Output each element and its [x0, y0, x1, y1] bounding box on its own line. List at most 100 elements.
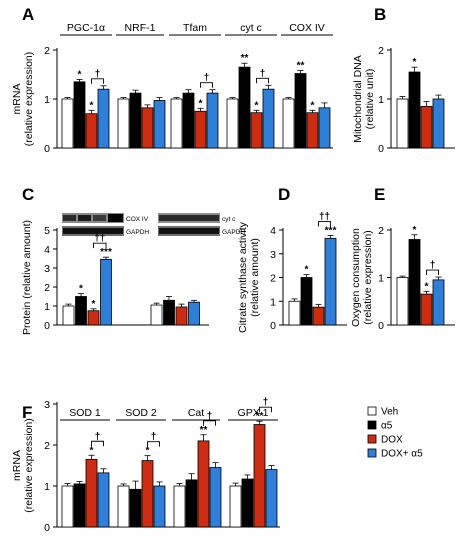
bar-d-0-a5 [300, 277, 313, 326]
bar-a-2-veh [170, 98, 183, 149]
bar-f-3-dox [253, 424, 266, 528]
bar-f-1-veh [117, 485, 130, 528]
y-axis-label-f-1: (relative expression) [23, 418, 35, 513]
bracket-f-3 [259, 406, 272, 413]
bar-a-1-veh [117, 98, 130, 149]
y-tick-label-c-0: 0 [44, 320, 50, 332]
bar-a-4-a5 [294, 73, 307, 149]
bracket-d-0 [318, 221, 331, 227]
bracket-mark-a-0: † [95, 69, 101, 80]
y-axis-label-c-0: Protein (relative amount) [21, 220, 33, 335]
sig-mark-d-0-doxa5: *** [325, 225, 337, 236]
bar-a-1-dox [141, 107, 154, 149]
y-tick-label-d-4: 4 [270, 225, 276, 237]
sig-mark-e-0-a5: * [413, 225, 417, 236]
bar-a-0-dox [85, 113, 98, 149]
panel-b: B 0 1 2 Mitochondrial DNA (relative unit) * [352, 5, 455, 155]
panel-tag-c: C [22, 185, 34, 204]
group-header-f-2: Cat [188, 407, 204, 419]
y-tick-label-c-5: 5 [44, 225, 50, 237]
panel-d: D 0 1 2 3 4 Citrate synthase activity (relative… [237, 185, 347, 333]
y-tick-label-d-0: 0 [270, 320, 276, 332]
bar-f-1-doxa5 [153, 485, 166, 528]
group-header-a-3: cyt c [240, 22, 262, 34]
bar-c-1-a5 [163, 299, 175, 326]
y-tick-label-a-0: 0 [44, 143, 50, 155]
y-tick-label-e-2: 2 [378, 225, 384, 237]
y-tick-label-f-1: 1 [44, 481, 50, 493]
sig-mark-a-4-a5: ** [297, 61, 305, 72]
y-axis-label-b-1: (relative unit) [364, 69, 376, 130]
legend-label-doxa5: DOX+ α5 [381, 449, 423, 460]
blot-right: cyt c GAPDH [158, 213, 245, 236]
sig-mark-c-0-doxa5: *** [100, 247, 112, 258]
y-axis-label-b-0: Mitochondrial DNA [352, 55, 364, 143]
bracket-mark-f-2: † [207, 411, 213, 422]
y-tick-label-b-2: 2 [378, 45, 384, 57]
bar-f-0-dox [85, 458, 98, 528]
bar-d-0-veh [288, 300, 301, 326]
y-tick-label-d-1: 1 [270, 296, 276, 308]
sig-mark-f-1-dox: * [146, 446, 150, 457]
bar-f-3-veh [229, 485, 242, 528]
y-tick-label-c-2: 2 [44, 282, 50, 294]
legend-label-veh: Veh [381, 407, 398, 418]
bar-b-0-veh [396, 98, 409, 149]
sig-mark-f-0-dox: * [90, 445, 94, 456]
legend-item-doxa5: DOX+ α5 [367, 449, 423, 460]
bar-e-0-veh [396, 277, 409, 326]
y-axis-label-d-1: (relative amount) [249, 238, 261, 317]
y-tick-label-c-3: 3 [44, 263, 50, 275]
legend-swatch-a5 [367, 420, 377, 430]
bar-c-0-dox [87, 310, 100, 326]
bracket-f-0 [91, 440, 104, 447]
group-header-f-0: SOD 1 [69, 407, 101, 419]
bar-f-1-a5 [129, 488, 142, 528]
y-tick-label-f-2: 2 [44, 440, 50, 452]
legend-item-a5: α5 [367, 420, 393, 432]
bracket-mark-d-0: †† [319, 211, 330, 222]
bar-f-2-doxa5 [209, 467, 222, 528]
sig-mark-a-0-dox: * [90, 100, 94, 111]
bar-a-1-doxa5 [153, 100, 166, 149]
group-header-a-2: Tfam [183, 22, 207, 34]
sig-mark-f-2-dox: ** [200, 425, 208, 436]
blot-left: COX IV GAPDH [62, 213, 149, 236]
bar-f-0-doxa5 [97, 472, 110, 528]
blot-left-label-1: COX IV [126, 216, 149, 223]
y-axis-label-a-1: (relative expression) [23, 52, 35, 147]
bracket-mark-a-3: † [260, 68, 266, 79]
bar-a-2-doxa5 [206, 92, 219, 149]
y-tick-label-f-3: 3 [44, 399, 50, 411]
bracket-a-3 [256, 77, 269, 84]
bracket-e-0 [426, 269, 439, 276]
legend-item-veh: Veh [367, 407, 398, 418]
bar-b-0-a5 [408, 71, 421, 149]
bar-a-2-a5 [182, 92, 195, 149]
legend-swatch-dox [367, 434, 377, 444]
panel-tag-e: E [374, 185, 385, 204]
sig-mark-a-0-a5: * [78, 69, 82, 80]
bar-f-3-a5 [241, 478, 254, 528]
y-axis-label-a-0: mRNA [11, 84, 23, 115]
panel-a: A 0 1 2 mRNA (relative expression) PGC-1α NRF-1… [11, 5, 333, 155]
bar-d-0-doxa5 [324, 237, 337, 326]
bar-f-3-doxa5 [265, 469, 278, 528]
y-axis-label-e-1: (relative expression) [362, 230, 374, 325]
bar-a-4-veh [282, 98, 295, 149]
bar-f-1-dox [141, 460, 154, 528]
sig-mark-f-3-dox: ** [256, 411, 264, 422]
y-tick-label-a-1: 1 [44, 94, 50, 106]
blot-right-label-1: cyt c [222, 216, 236, 223]
bar-e-0-a5 [408, 239, 421, 326]
bar-f-2-a5 [185, 479, 198, 528]
bar-a-0-doxa5 [97, 88, 110, 149]
bar-b-0-dox [420, 105, 433, 149]
bracket-mark-e-0: † [430, 260, 436, 271]
sig-mark-d-0-a5: * [305, 265, 309, 276]
bracket-mark-f-0: † [95, 431, 101, 442]
group-header-f-1: SOD 2 [125, 407, 157, 419]
legend-item-dox: DOX [367, 434, 403, 446]
bracket-mark-f-3: † [263, 397, 269, 408]
bar-c-1-dox [175, 306, 188, 326]
